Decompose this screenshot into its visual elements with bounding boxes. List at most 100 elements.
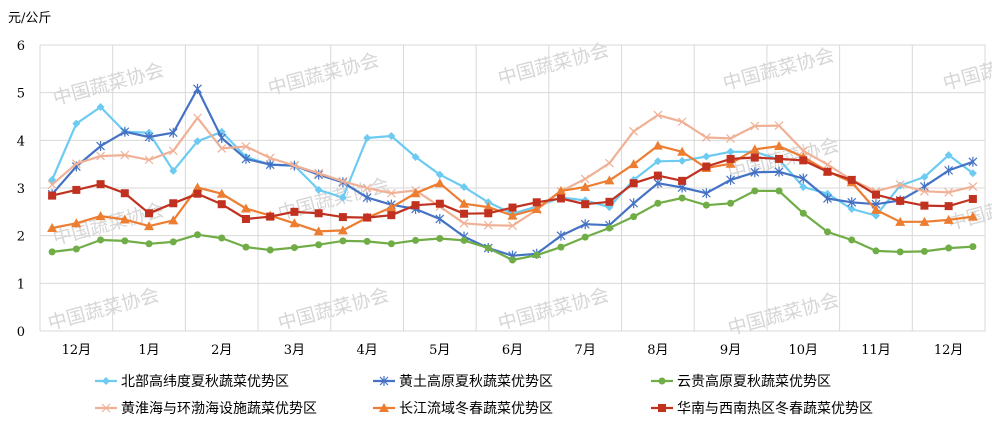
circle-marker [945,244,953,252]
x-marker [483,220,493,230]
circle-marker [290,244,298,252]
square-marker [72,185,81,194]
circle-marker [315,241,323,249]
x-marker [101,403,111,413]
circle-marker [266,246,274,254]
legend-label: 黄土高原夏秋蔬菜优势区 [399,373,553,390]
triangle-marker [967,211,978,221]
circle-marker [242,243,250,251]
x-tick-label: 12月 [62,343,92,358]
legend-item: 北部高纬度夏秋蔬菜优势区 [95,373,289,390]
circle-marker [658,377,666,385]
square-marker [217,200,226,209]
triangle-marker [919,216,930,226]
triangle-marker [604,175,615,185]
x-marker [774,121,784,130]
triangle-marker [555,185,566,195]
diamond-marker [314,185,323,194]
square-marker [775,154,784,163]
diamond-marker [653,157,662,166]
triangle-marker [119,214,130,224]
asterisk-marker [823,193,832,204]
legend-item: 云贵高原夏秋蔬菜优势区 [651,373,831,390]
triangle-marker [289,218,300,228]
x-marker [726,134,736,143]
square-marker [920,201,929,210]
x-tick-label: 8月 [647,343,668,358]
diamond-marker [363,133,372,142]
triangle-marker [386,202,397,212]
legend: 北部高纬度夏秋蔬菜优势区 黄土高原夏秋蔬菜优势区 云贵高原夏秋蔬菜优势区黄淮海与环渤… [95,373,873,417]
asterisk-marker [701,188,711,199]
y-tick-label: 1 [17,277,25,292]
square-marker [338,213,347,222]
square-marker [435,199,444,208]
triangle-marker [580,182,591,192]
series-group [47,83,978,264]
square-marker [387,211,396,220]
x-marker [459,218,469,228]
x-marker [71,159,81,169]
triangle-marker [677,146,688,156]
square-marker [169,199,178,208]
square-marker [290,207,299,216]
diamond-marker [411,153,420,162]
square-marker [411,201,420,210]
square-marker [145,209,154,218]
square-marker [605,197,614,206]
y-tick-label: 6 [17,39,25,54]
legend-item: 华南与西南热区冬春蔬菜优势区 [651,401,873,417]
asterisk-marker [580,219,590,230]
asterisk-marker [96,141,106,152]
asterisk-marker [556,230,566,241]
square-marker [581,200,590,209]
circle-marker [920,247,928,255]
square-marker [678,176,687,185]
x-tick-label: 11月 [861,343,891,358]
x-marker [168,146,178,156]
y-tick-label: 3 [17,182,25,197]
diamond-marker [72,119,81,128]
x-marker [120,150,130,160]
series-4 [47,110,978,231]
circle-marker [169,238,177,246]
gridlines [39,44,986,332]
circle-marker [605,224,613,232]
triangle-marker [71,218,82,228]
asterisk-marker [217,132,227,143]
x-marker [508,221,517,231]
circle-marker [824,228,831,236]
asterisk-marker [750,167,760,178]
y-axis-ticks: 0 1 2 3 4 5 6 [17,39,25,340]
diamond-marker [387,132,396,141]
circle-marker [460,236,468,244]
watermark-text: 中国蔬菜协会 [726,289,842,340]
diamond-marker [847,204,856,213]
diamond-marker [193,137,202,146]
circle-marker [581,233,589,241]
triangle-marker [47,223,58,233]
watermark-text: 中国蔬菜协会 [46,284,162,335]
circle-marker [533,251,541,259]
circle-marker [218,234,226,242]
x-marker [338,176,348,186]
asterisk-marker [968,156,978,167]
legend-item: 长江流域冬春蔬菜优势区 [373,401,553,417]
watermark-text: 中国蔬菜协会 [496,284,612,335]
series-3 [48,187,977,264]
circle-marker [412,236,420,244]
circle-marker [654,199,662,207]
square-marker [629,179,638,188]
diamond-marker [460,183,469,192]
triangle-marker [144,221,155,231]
asterisk-marker [362,192,372,203]
y-tick-label: 2 [17,230,25,245]
square-marker [484,209,493,218]
x-marker [895,180,905,190]
diamond-marker [96,102,105,111]
x-marker [289,161,299,171]
x-marker [677,117,687,127]
diamond-marker [435,170,444,179]
watermark-text: 中国蔬菜协会 [51,59,167,110]
